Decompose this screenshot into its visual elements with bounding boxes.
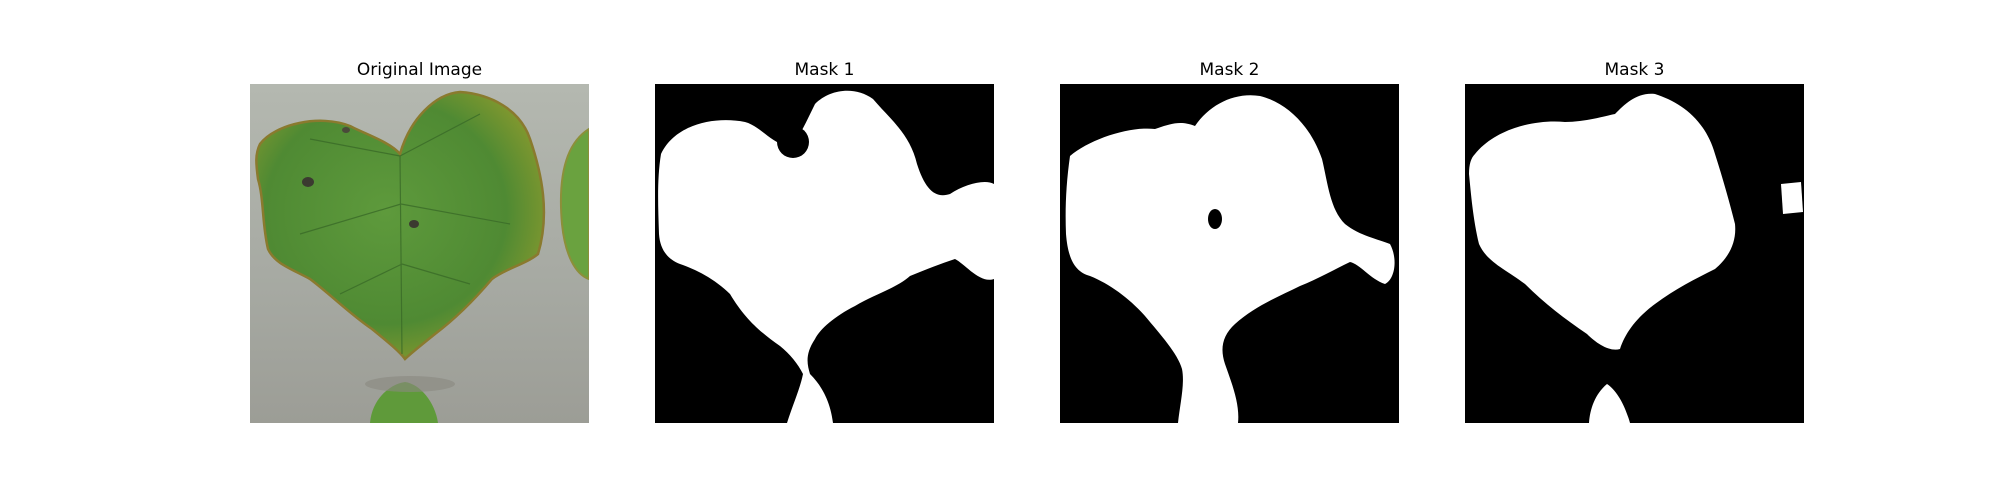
mask-fragment — [1781, 182, 1803, 214]
mask-foreground — [1469, 93, 1736, 350]
panel-mask-1: Mask 1 — [655, 58, 994, 423]
panel-title-mask-1: Mask 1 — [794, 60, 855, 80]
panel-title-mask-3: Mask 3 — [1604, 60, 1665, 80]
panel-title-original-image: Original Image — [356, 60, 483, 80]
panel-title-mask-2: Mask 2 — [1199, 60, 1260, 80]
panel-mask-2: Mask 2 — [1060, 58, 1399, 423]
original-leaf-image — [250, 84, 589, 423]
panel-mask-3: Mask 3 — [1465, 58, 1804, 423]
leaf-spot — [302, 177, 314, 187]
mask-hole — [1208, 209, 1222, 229]
leaf-spot — [342, 127, 350, 133]
mask-foreground — [658, 90, 994, 423]
mask-3-image — [1465, 84, 1804, 423]
bottom-leaf — [370, 382, 438, 423]
leaf-veins — [299, 113, 511, 355]
mask-2-image — [1060, 84, 1399, 423]
leaf-spot — [409, 220, 419, 228]
side-leaf — [559, 127, 589, 281]
mask-foreground — [1065, 95, 1395, 423]
mask-fragment — [1589, 384, 1630, 423]
mask-1-image — [655, 84, 994, 423]
panel-original-image: Original Image — [250, 58, 589, 423]
